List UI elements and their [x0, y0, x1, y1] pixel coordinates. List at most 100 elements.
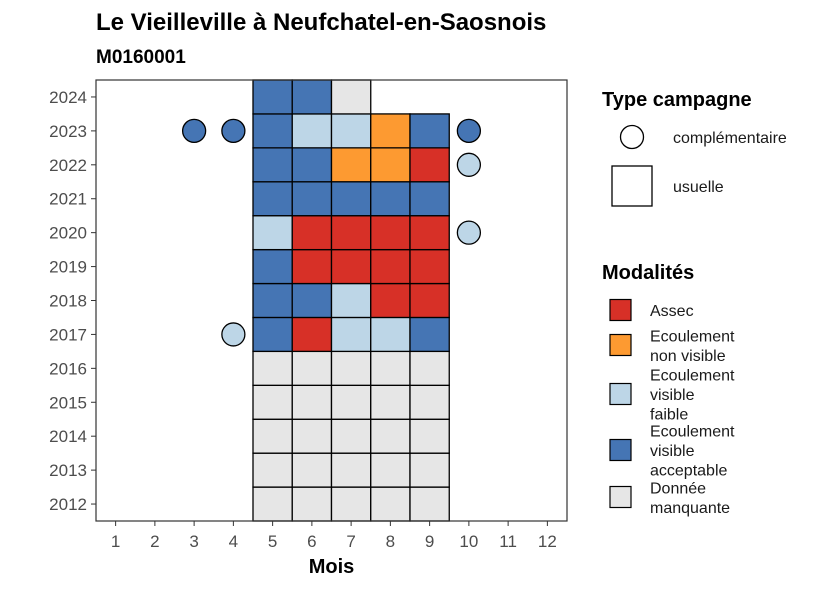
- x-tick-label-2: 2: [150, 532, 159, 551]
- y-tick-label-2017: 2017: [49, 325, 87, 344]
- y-tick-label-2018: 2018: [49, 292, 87, 311]
- cell-2014-9: [409, 418, 450, 454]
- chart-subtitle: M0160001: [96, 47, 186, 68]
- cell-2012-8: [370, 486, 411, 522]
- cell-2017-6: [291, 316, 333, 353]
- y-tick-label-2021: 2021: [49, 190, 87, 209]
- point-2023-10: [456, 118, 482, 144]
- legend-swatch-assec: [609, 298, 632, 322]
- legend-label-ecoul_va: Ecoulement visible acceptable: [650, 424, 735, 480]
- cell-2021-7: [330, 181, 372, 217]
- cell-2021-9: [409, 181, 450, 217]
- cell-2020-9: [409, 215, 450, 251]
- point-2017-4: [221, 322, 246, 347]
- y-tick-label-2024: 2024: [49, 88, 87, 107]
- cell-2018-8: [370, 282, 411, 319]
- cell-2023-9: [409, 113, 450, 149]
- y-tick-label-2023: 2023: [49, 122, 87, 141]
- cell-2015-7: [330, 384, 372, 420]
- legend-type-title: Type campagne: [602, 89, 752, 111]
- legend-label-complementaire: complémentaire: [673, 130, 787, 147]
- y-tick-label-2012: 2012: [49, 495, 87, 514]
- cell-2012-6: [291, 486, 333, 522]
- x-tick-label-7: 7: [346, 532, 355, 551]
- cell-2014-5: [252, 418, 293, 454]
- cell-2022-6: [291, 147, 333, 183]
- y-tick-label-2013: 2013: [49, 461, 87, 480]
- cell-2020-8: [370, 215, 411, 251]
- cell-2016-5: [252, 350, 293, 386]
- cell-2012-7: [330, 486, 372, 522]
- cell-2022-7: [330, 147, 372, 183]
- cell-2013-7: [330, 452, 372, 488]
- cell-2020-7: [330, 215, 372, 251]
- cell-2014-6: [291, 418, 333, 454]
- legend-modalites-title: Modalités: [602, 262, 694, 284]
- cell-2014-7: [330, 418, 372, 454]
- cell-2013-8: [370, 452, 411, 488]
- legend-swatch-nd: [609, 485, 632, 509]
- cell-2013-5: [252, 452, 293, 488]
- point-2023-3: [181, 118, 207, 144]
- cell-2019-6: [291, 248, 333, 285]
- x-axis-ticks: 1 2 3 4 5 6 7 8 9 10 11 12: [111, 521, 557, 551]
- cell-2021-8: [370, 181, 411, 217]
- cell-2017-9: [409, 316, 450, 353]
- y-tick-label-2016: 2016: [49, 359, 87, 378]
- cell-2023-7: [330, 113, 372, 149]
- x-tick-label-6: 6: [307, 532, 316, 551]
- legend-key-complementaire: [619, 124, 645, 150]
- cell-2018-9: [409, 282, 450, 319]
- cell-2024-6: [291, 79, 333, 115]
- cell-2016-7: [330, 350, 372, 386]
- cell-2016-8: [370, 350, 411, 386]
- point-2020-10: [456, 220, 482, 245]
- legend-label-ecoul_nv: Ecoulement non visible: [650, 328, 735, 365]
- x-tick-label-1: 1: [111, 532, 120, 551]
- y-tick-label-2015: 2015: [49, 393, 87, 412]
- data-cells: [181, 79, 482, 522]
- legend-swatch-ecoul_nv: [609, 333, 632, 357]
- x-tick-label-8: 8: [386, 532, 395, 551]
- x-tick-label-10: 10: [459, 532, 478, 551]
- cell-2024-7: [330, 79, 372, 115]
- chart-title: Le Vieilleville à Neufchatel-en-Saosnois: [96, 9, 546, 36]
- legend-label-assec: Assec: [650, 303, 694, 320]
- y-tick-label-2022: 2022: [49, 156, 87, 175]
- x-tick-label-11: 11: [499, 532, 517, 551]
- cell-2015-5: [252, 384, 293, 420]
- cell-2020-6: [291, 215, 333, 251]
- x-axis-title: Mois: [309, 556, 355, 578]
- cell-2019-8: [370, 248, 411, 285]
- x-tick-label-4: 4: [229, 532, 238, 551]
- point-2022-10: [456, 152, 482, 177]
- cell-2019-7: [330, 248, 372, 285]
- cell-2022-9: [409, 147, 450, 183]
- x-tick-label-9: 9: [425, 532, 434, 551]
- legend-label-ecoul_vf: Ecoulement visible faible: [650, 368, 735, 424]
- legend-swatch-ecoul_vf: [609, 382, 632, 406]
- cell-2018-6: [291, 282, 333, 319]
- cell-2016-6: [291, 350, 333, 386]
- x-tick-label-3: 3: [189, 532, 198, 551]
- legend-swatch-ecoul_va: [609, 438, 632, 462]
- cell-2013-9: [409, 452, 450, 488]
- legend-key-usuelle: [611, 165, 653, 207]
- cell-2023-6: [291, 113, 333, 149]
- y-tick-label-2014: 2014: [49, 427, 87, 446]
- x-tick-label-12: 12: [538, 532, 557, 551]
- cell-2023-8: [370, 113, 411, 149]
- cell-2021-6: [291, 181, 333, 217]
- legend-type-campagne: Type campagne complémentaire usuelle: [602, 89, 787, 207]
- cell-2012-9: [409, 486, 450, 522]
- cell-2022-5: [252, 147, 293, 183]
- cell-2015-8: [370, 384, 411, 420]
- cell-2013-6: [291, 452, 333, 488]
- y-tick-label-2020: 2020: [49, 224, 87, 243]
- cell-2017-8: [370, 316, 411, 353]
- cell-2012-5: [252, 486, 293, 522]
- cell-2019-5: [252, 248, 293, 285]
- y-tick-label-2019: 2019: [49, 258, 87, 277]
